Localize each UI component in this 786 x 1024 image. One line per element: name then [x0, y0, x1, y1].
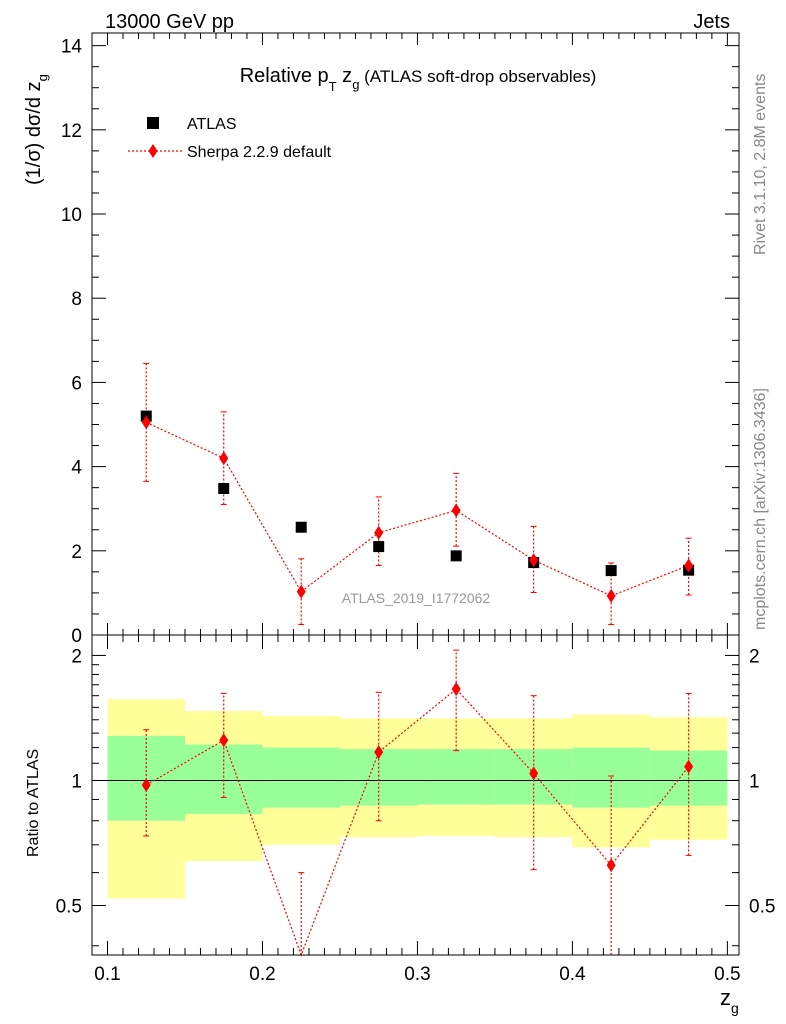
- ratio-bands: [107, 699, 728, 899]
- ratio-axes: 0.5 0.5 1 1 2 2 0.1 0.2 0.3 0.4 0.5: [56, 635, 775, 985]
- ratio-xlabel-text: z: [720, 985, 731, 1010]
- main-ytick-label: 8: [71, 289, 82, 310]
- ratio-xtick-label: 0.1: [94, 964, 120, 985]
- legend-atlas-marker: [147, 117, 159, 129]
- ratio-sherpa-point: [529, 766, 539, 781]
- ratio-band-inner: [417, 749, 495, 805]
- ratio-band-inner: [184, 744, 263, 815]
- ratio-xlabel: zg: [720, 985, 739, 1016]
- main-ylabel: (1/σ) dσ/d zg: [23, 74, 50, 185]
- title-zg: z: [337, 65, 353, 87]
- main-series-layer: [140, 362, 695, 625]
- sherpa-point: [296, 584, 306, 599]
- ratio-sherpa-point: [451, 682, 461, 697]
- ratio-ytick-label: 2: [71, 646, 82, 667]
- ratio-sherpa-point: [684, 759, 694, 774]
- main-axes: 0 2 4 6 8 10 12 14: [61, 33, 739, 647]
- ratio-band-inner: [262, 747, 340, 808]
- ratio-ytick-label-right: 1: [749, 771, 760, 792]
- main-ytick-label: 14: [61, 37, 83, 58]
- sherpa-point: [451, 503, 461, 518]
- atlas-point: [218, 482, 230, 494]
- ratio-sherpa-point: [374, 745, 384, 760]
- title-rest: (ATLAS soft-drop observables): [359, 67, 596, 86]
- ratio-sherpa-line: [145, 688, 690, 957]
- atlas-point: [605, 565, 617, 577]
- main-ytick-label: 4: [71, 458, 82, 479]
- ratio-xtick-label: 0.4: [559, 964, 586, 985]
- legend-sherpa-label: Sherpa 2.2.9 default: [187, 144, 332, 161]
- legend: ATLAS Sherpa 2.2.9 default: [128, 116, 332, 161]
- ratio-ytick-label: 0.5: [56, 896, 82, 917]
- main-ylabel-text: (1/σ) dσ/d z: [23, 81, 45, 185]
- ratio-ylabel: Ratio to ATLAS: [25, 749, 42, 857]
- sherpa-line: [145, 421, 689, 597]
- main-title: Relative pT zg (ATLAS soft-drop observab…: [240, 65, 597, 94]
- main-ytick-label: 6: [71, 373, 82, 394]
- ratio-ytick-label-right: 0.5: [749, 896, 775, 917]
- title-sub-t: T: [329, 79, 337, 94]
- category-label: Jets: [693, 11, 730, 33]
- sherpa-point: [606, 588, 616, 603]
- ratio-ytick-label-right: 2: [749, 646, 760, 667]
- sherpa-point: [374, 525, 384, 540]
- title-sub-g: g: [352, 77, 359, 92]
- legend-atlas-label: ATLAS: [187, 116, 237, 133]
- atlas-point: [373, 541, 385, 553]
- main-ylabel-sub: g: [35, 74, 50, 81]
- main-ytick-label: 10: [61, 205, 82, 226]
- atlas-point: [295, 521, 307, 533]
- main-ytick-label: 12: [61, 121, 82, 142]
- ratio-panel: 0.5 0.5 1 1 2 2 0.1 0.2 0.3 0.4 0.5 Ratio to ATLAS…: [25, 634, 775, 1016]
- sherpa-point: [684, 558, 694, 573]
- mcplots-label: mcplots.cern.ch [arXiv:1306.3436]: [752, 388, 769, 630]
- ratio-series-layer: [141, 649, 694, 957]
- ratio-sherpa-point: [141, 778, 151, 793]
- ratio-xtick-label: 0.2: [249, 964, 275, 985]
- ratio-xlabel-sub: g: [731, 1000, 739, 1016]
- sherpa-point: [529, 553, 539, 568]
- title-main: Relative p: [240, 65, 329, 87]
- ratio-ytick-label: 1: [71, 771, 82, 792]
- sherpa-point: [219, 451, 229, 466]
- sherpa-point: [141, 415, 151, 430]
- rivet-label: Rivet 3.1.10, 2.8M events: [752, 74, 769, 255]
- ratio-sherpa-point: [606, 858, 616, 873]
- ratio-xtick-label: 0.3: [404, 964, 430, 985]
- ratio-xtick-label: 0.5: [714, 964, 740, 985]
- main-ytick-label: 0: [71, 626, 82, 647]
- ratio-frame: [91, 634, 740, 956]
- legend-sherpa-marker: [148, 144, 158, 158]
- atlas-point: [450, 550, 462, 562]
- main-ytick-label: 2: [71, 542, 82, 563]
- energy-label: 13000 GeV pp: [105, 11, 234, 33]
- analysis-label: ATLAS_2019_I1772062: [342, 590, 491, 606]
- ratio-sherpa-point: [219, 733, 229, 748]
